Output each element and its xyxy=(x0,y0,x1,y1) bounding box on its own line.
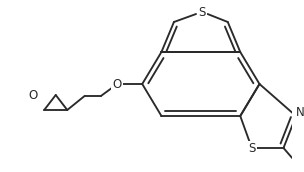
Text: N: N xyxy=(296,106,304,120)
Text: O: O xyxy=(112,78,122,90)
Text: S: S xyxy=(248,142,255,155)
Text: O: O xyxy=(28,89,37,101)
Text: S: S xyxy=(198,6,206,19)
